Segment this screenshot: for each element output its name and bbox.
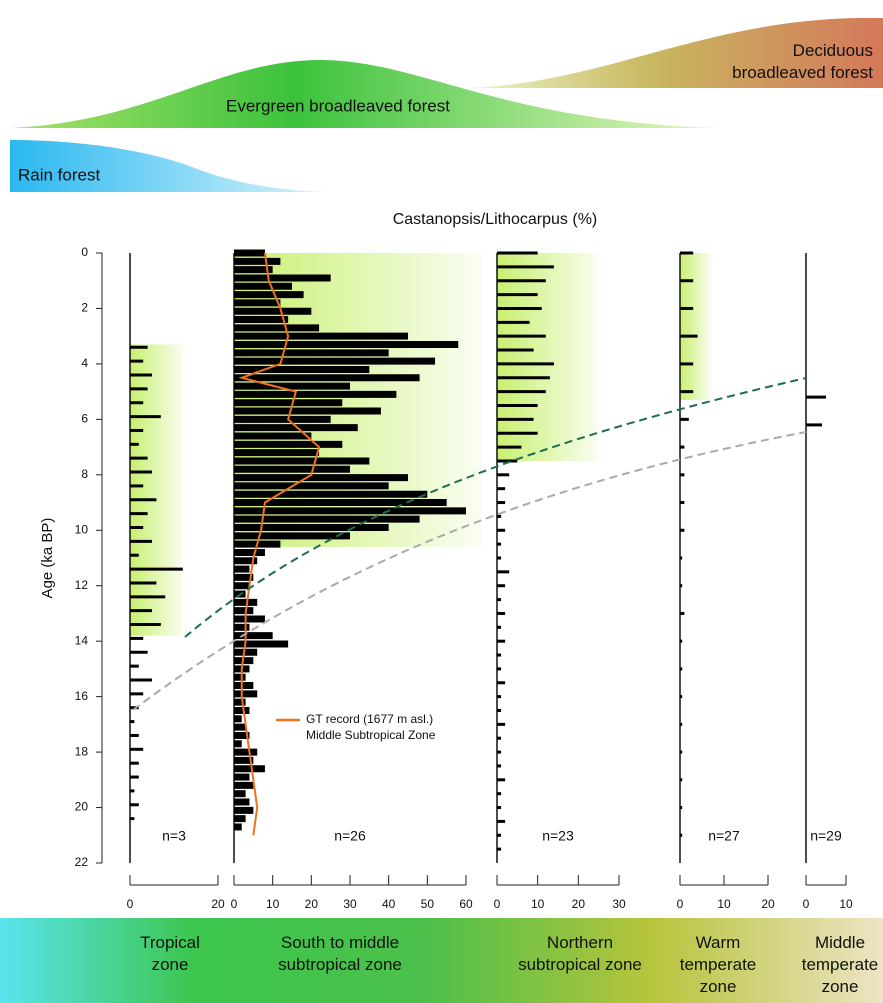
zone-label: Northern subtropical zone xyxy=(518,933,642,974)
zone-label: Warm temperate zone xyxy=(679,933,757,996)
sample-count: n=29 xyxy=(810,828,842,844)
sample-count: n=23 xyxy=(542,828,574,844)
zone-label: Middle temperate zone xyxy=(801,933,879,996)
record-line xyxy=(238,252,321,836)
forest-label: Rain forest xyxy=(18,165,100,184)
y-tick-label: 8 xyxy=(81,467,88,481)
x-tick-label: 30 xyxy=(612,897,626,911)
y-tick-label: 18 xyxy=(75,744,89,758)
y-tick-label: 10 xyxy=(75,522,89,536)
x-tick-label: 0 xyxy=(231,897,238,911)
y-tick-label: 14 xyxy=(75,633,89,647)
x-tick-label: 0 xyxy=(494,897,501,911)
deciduous-shape xyxy=(460,18,883,88)
x-tick-label: 0 xyxy=(803,897,810,911)
highlight-zone xyxy=(130,344,183,636)
boundary-curve xyxy=(132,431,807,711)
x-tick-label: 0 xyxy=(677,897,684,911)
sample-count: n=27 xyxy=(708,828,740,844)
x-tick-label: 20 xyxy=(761,897,775,911)
rainforest-shape xyxy=(10,140,340,192)
sample-count: n=26 xyxy=(334,828,366,844)
forest-label: Evergreen broadleaved forest xyxy=(226,96,450,115)
x-tick-label: 0 xyxy=(127,897,134,911)
y-tick-label: 12 xyxy=(75,578,89,592)
x-tick-label: 60 xyxy=(459,897,473,911)
y-tick-label: 20 xyxy=(75,800,89,814)
y-axis-title: Age (ka BP) xyxy=(39,518,56,599)
zone-label: Tropical zone xyxy=(140,933,200,974)
x-tick-label: 10 xyxy=(717,897,731,911)
evergreen-shape xyxy=(10,60,720,128)
x-tick-label: 10 xyxy=(266,897,280,911)
x-tick-label: 20 xyxy=(211,897,225,911)
x-tick-label: 20 xyxy=(305,897,319,911)
y-tick-label: 16 xyxy=(75,689,89,703)
y-tick-label: 0 xyxy=(81,245,88,259)
y-tick-label: 22 xyxy=(75,855,89,869)
y-tick-label: 2 xyxy=(81,301,88,315)
x-tick-label: 20 xyxy=(572,897,586,911)
highlight-zone xyxy=(497,253,599,461)
x-tick-label: 30 xyxy=(343,897,357,911)
legend-label: Middle Subtropical Zone xyxy=(306,728,436,742)
highlight-zone xyxy=(680,253,711,400)
x-tick-label: 40 xyxy=(382,897,396,911)
forest-label: Deciduous broadleaved forest xyxy=(732,41,873,82)
x-tick-label: 10 xyxy=(531,897,545,911)
chart-title: Castanopsis/Lithocarpus (%) xyxy=(393,211,598,228)
legend-label: GT record (1677 m asl.) xyxy=(306,712,433,726)
sample-count: n=3 xyxy=(162,828,186,844)
zone-label: South to middle subtropical zone xyxy=(278,933,402,974)
x-tick-label: 50 xyxy=(421,897,435,911)
y-tick-label: 6 xyxy=(81,412,88,426)
x-tick-label: 10 xyxy=(839,897,853,911)
y-tick-label: 4 xyxy=(81,356,88,370)
boundary-curve xyxy=(184,377,807,638)
zone-band xyxy=(0,918,883,1003)
